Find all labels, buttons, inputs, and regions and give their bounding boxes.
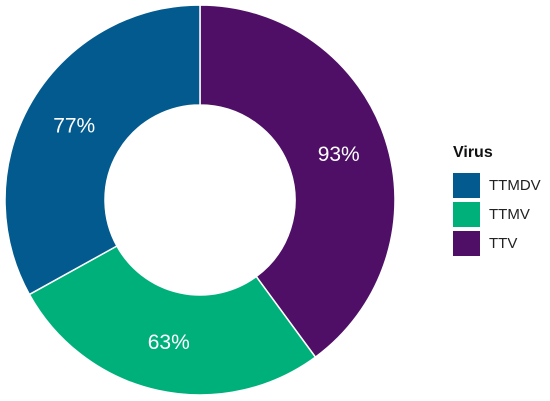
slice-ttmdv [4, 4, 201, 296]
legend-title: Virus [453, 144, 493, 161]
legend-item-ttmv: TTMV [453, 200, 541, 229]
slice-label-ttv: 93% [318, 143, 360, 166]
legend-swatch-ttmdv [453, 173, 480, 198]
legend-label-ttmv: TTMV [489, 206, 530, 223]
legend: Virus TTMDV TTMV TTV [453, 143, 541, 258]
legend-label-ttv: TTV [489, 235, 518, 252]
donut-slices [4, 4, 396, 396]
legend-swatch-ttmv [453, 202, 480, 227]
slice-label-ttmv: 63% [148, 331, 190, 354]
legend-swatch-ttv [453, 231, 480, 256]
legend-label-ttmdv: TTMDV [489, 177, 541, 194]
slice-ttv [199, 4, 396, 359]
donut-chart: 93% 63% 77% [4, 4, 396, 396]
legend-item-ttv: TTV [453, 229, 541, 258]
slice-label-ttmdv: 77% [53, 114, 95, 137]
legend-item-ttmdv: TTMDV [453, 171, 541, 200]
slice-ttmv [28, 244, 317, 396]
slice-labels: 93% 63% 77% [53, 114, 360, 354]
